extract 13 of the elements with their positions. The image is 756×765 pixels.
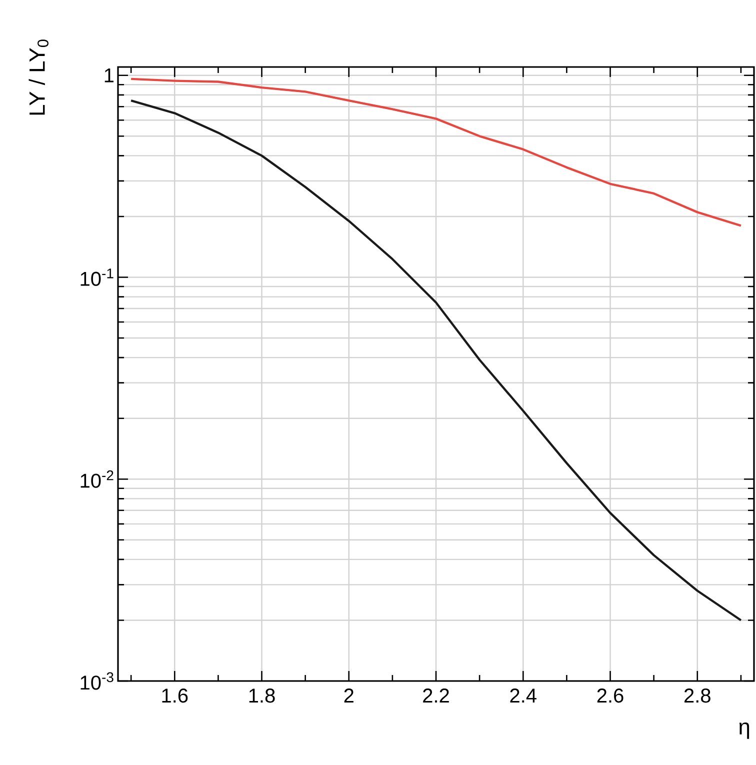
x-tick-label: 2.2 bbox=[423, 688, 449, 702]
x-tick-label: 1.8 bbox=[249, 688, 275, 703]
y-tick-label: 1 bbox=[104, 68, 114, 82]
y-tick-label: 10$^{-2}$ bbox=[80, 470, 114, 488]
x-tick-label: 2.6 bbox=[597, 688, 624, 703]
x-tick-label: 2.8 bbox=[684, 688, 710, 703]
x-axis-title: η bbox=[739, 722, 750, 739]
y-tick-label: 10$^{-3}$ bbox=[80, 672, 114, 690]
y-axis-title: LY / LY$_{0}$ bbox=[28, 40, 48, 115]
y-tick-label: 10$^{-1}$ bbox=[80, 268, 114, 286]
x-tick-label: 1.6 bbox=[162, 688, 188, 703]
x-tick-label: 2.4 bbox=[510, 688, 536, 702]
x-tick-label: 2 bbox=[344, 688, 354, 702]
